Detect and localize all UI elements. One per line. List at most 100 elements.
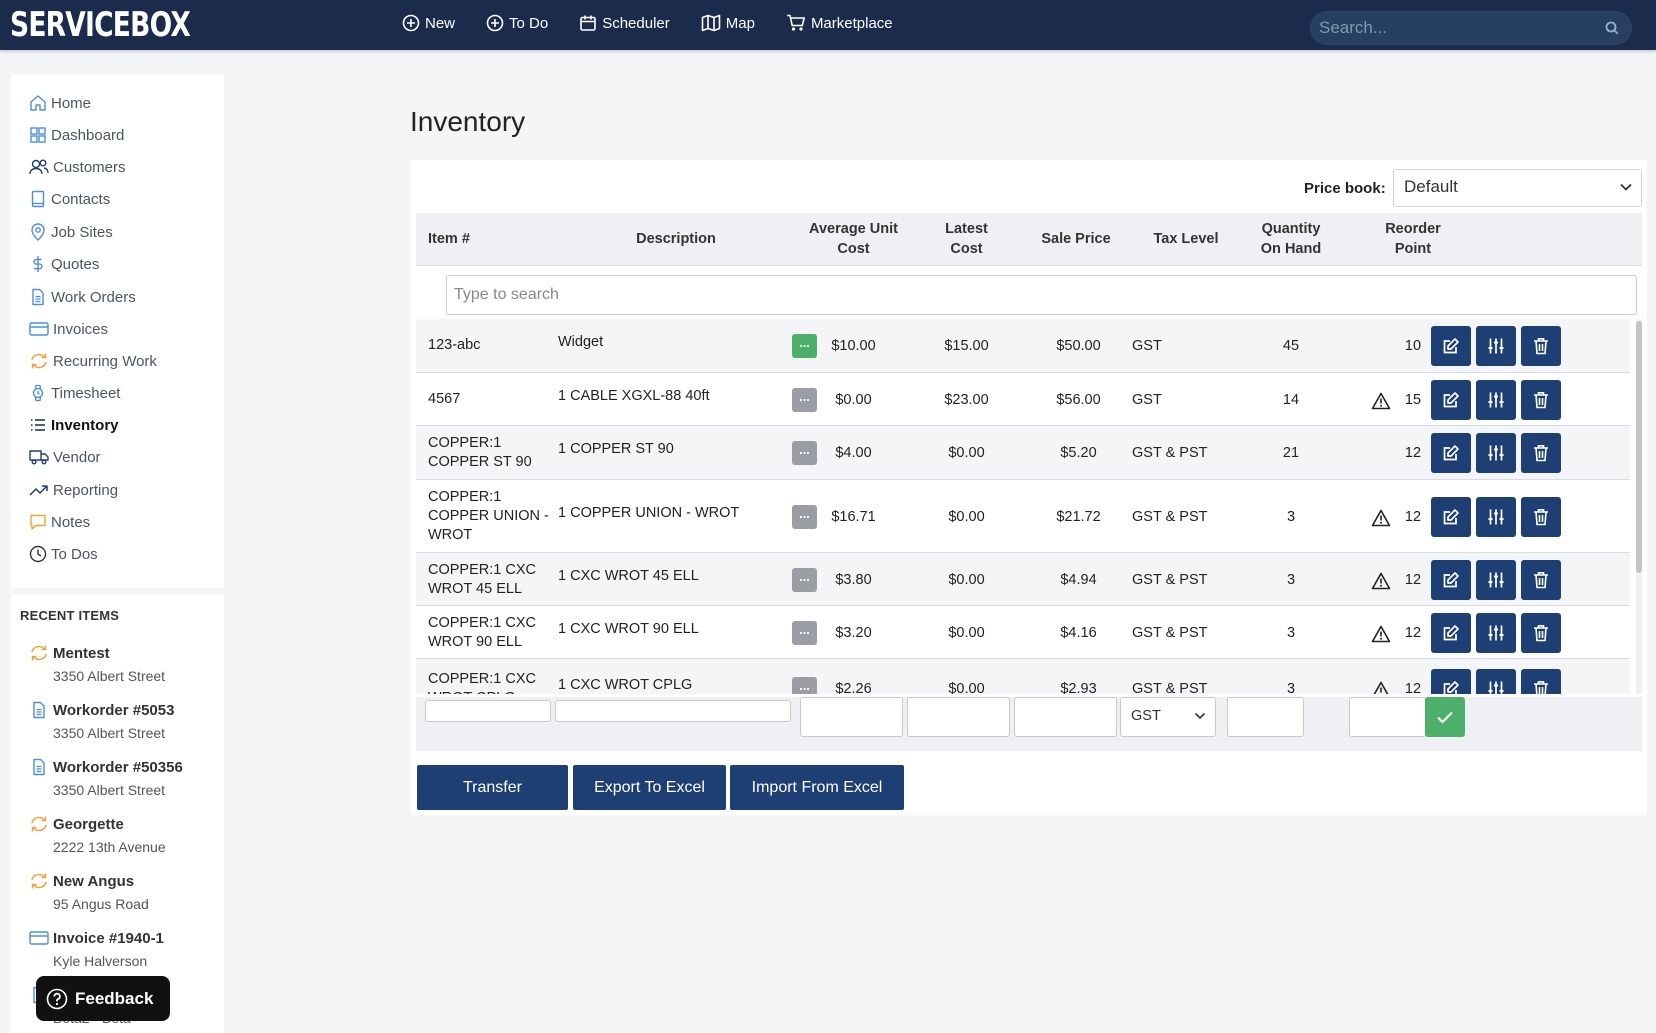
- nav-map[interactable]: Map: [701, 14, 755, 32]
- sidebar-item-to-dos[interactable]: To Dos: [29, 541, 98, 567]
- row-menu-button[interactable]: ...: [792, 388, 817, 412]
- trash-icon: [1534, 445, 1548, 462]
- sidebar-item-contacts[interactable]: Contacts: [29, 186, 110, 212]
- adjust-icon: [1488, 625, 1504, 641]
- row-menu-button[interactable]: ...: [792, 677, 817, 694]
- sidebar-item-quotes[interactable]: Quotes: [29, 251, 99, 277]
- sidebar-item-inventory[interactable]: Inventory: [29, 412, 119, 438]
- new-description-input[interactable]: [555, 700, 791, 722]
- cell-item-number: COPPER:1 CXC WROT 90 ELL: [428, 614, 536, 652]
- adjust-stock-button[interactable]: [1476, 613, 1516, 653]
- row-menu-button[interactable]: ...: [792, 334, 817, 358]
- sidebar-item-invoices[interactable]: Invoices: [29, 316, 108, 342]
- new-item-number-input[interactable]: [425, 700, 551, 722]
- table-row[interactable]: COPPER:1 COPPER ST 90 1 COPPER ST 90... $4.…: [416, 426, 1630, 480]
- import-from-excel-button[interactable]: Import From Excel: [730, 765, 904, 810]
- nav-scheduler[interactable]: Scheduler: [579, 14, 670, 32]
- delete-button[interactable]: [1521, 497, 1561, 537]
- new-latest-cost-input[interactable]: [907, 697, 1010, 737]
- recent-item[interactable]: Invoice #1940-1 Kyle Halverson: [28, 929, 218, 969]
- cell-reorder-point: 12: [1404, 509, 1422, 525]
- sidebar-item-vendor[interactable]: Vendor: [29, 444, 101, 470]
- cell-description: 1 CXC WROT CPLG: [558, 677, 693, 693]
- price-book-select[interactable]: Default: [1393, 169, 1642, 207]
- new-reorder-point-input[interactable]: [1349, 697, 1426, 737]
- dollar-icon: [33, 256, 43, 272]
- edit-button[interactable]: [1431, 560, 1471, 600]
- col-latest-cost[interactable]: Latest Cost: [919, 219, 1014, 259]
- table-scrollbar[interactable]: [1636, 319, 1642, 694]
- row-menu-button[interactable]: ...: [792, 621, 817, 645]
- cell-reorder-point: 12: [1404, 625, 1422, 641]
- table-row[interactable]: 4567 1 CABLE XGXL-88 40ft... $0.00 $23.00 $5…: [416, 373, 1630, 426]
- recent-item[interactable]: New Angus 95 Angus Road: [28, 872, 218, 912]
- nav-todo[interactable]: To Do: [486, 14, 548, 32]
- recent-item[interactable]: Georgette 2222 13th Avenue: [28, 815, 218, 855]
- new-tax-level-value: GST: [1131, 708, 1161, 724]
- edit-button[interactable]: [1431, 326, 1471, 366]
- sidebar-item-recurring-work[interactable]: Recurring Work: [29, 348, 157, 374]
- edit-button[interactable]: [1431, 613, 1471, 653]
- delete-button[interactable]: [1521, 326, 1561, 366]
- table-row[interactable]: COPPER:1 CXC WROT 90 ELL 1 CXC WROT 90 ELL…: [416, 606, 1630, 659]
- row-menu-button[interactable]: ...: [792, 441, 817, 465]
- row-menu-button[interactable]: ...: [792, 568, 817, 592]
- col-item[interactable]: Item #: [428, 231, 470, 247]
- edit-button[interactable]: [1431, 433, 1471, 473]
- adjust-stock-button[interactable]: [1476, 326, 1516, 366]
- delete-button[interactable]: [1521, 669, 1561, 694]
- edit-button[interactable]: [1431, 669, 1471, 694]
- delete-button[interactable]: [1521, 613, 1561, 653]
- recent-item[interactable]: Workorder #5053 3350 Albert Street: [28, 701, 218, 741]
- table-row[interactable]: COPPER:1 COPPER UNION - WROT 1 COPPER UNION…: [416, 480, 1630, 553]
- cell-average-unit-cost: $3.20: [835, 625, 872, 641]
- table-row[interactable]: 123-abc Widget... $10.00 $15.00 $50.00 GST 45 1…: [416, 319, 1630, 373]
- sidebar-item-home[interactable]: Home: [29, 90, 91, 116]
- edit-button[interactable]: [1431, 380, 1471, 420]
- col-average-unit-cost[interactable]: Average Unit Cost: [796, 219, 911, 259]
- cell-sale-price: $4.16: [1060, 625, 1097, 641]
- sidebar-item-reporting[interactable]: Reporting: [29, 477, 118, 503]
- sidebar-item-dashboard[interactable]: Dashboard: [29, 122, 124, 148]
- adjust-stock-button[interactable]: [1476, 380, 1516, 420]
- export-to-excel-button[interactable]: Export To Excel: [573, 765, 726, 810]
- adjust-stock-button[interactable]: [1476, 433, 1516, 473]
- table-row[interactable]: COPPER:1 CXC WROT CPLG 1 CXC WROT CPLG... $…: [416, 659, 1630, 694]
- servicebox-logo[interactable]: SERVICEBOX: [10, 5, 191, 45]
- sidebar-item-job-sites[interactable]: Job Sites: [29, 219, 113, 245]
- row-menu-button[interactable]: ...: [792, 505, 817, 529]
- table-search-input[interactable]: [446, 275, 1637, 315]
- sidebar-item-work-orders[interactable]: Work Orders: [29, 284, 136, 310]
- delete-button[interactable]: [1521, 433, 1561, 473]
- scrollbar-thumb[interactable]: [1636, 321, 1642, 573]
- new-average-cost-input[interactable]: [800, 697, 903, 737]
- adjust-stock-button[interactable]: [1476, 497, 1516, 537]
- delete-button[interactable]: [1521, 560, 1561, 600]
- col-quantity-on-hand[interactable]: Quantity On Hand: [1246, 219, 1336, 259]
- feedback-button[interactable]: Feedback: [36, 976, 170, 1021]
- edit-button[interactable]: [1431, 497, 1471, 537]
- col-tax-level[interactable]: Tax Level: [1153, 231, 1219, 247]
- add-item-button[interactable]: [1425, 697, 1465, 737]
- recent-item[interactable]: Mentest 3350 Albert Street: [28, 644, 218, 684]
- table-row[interactable]: COPPER:1 CXC WROT 45 ELL 1 CXC WROT 45 ELL…: [416, 553, 1630, 606]
- new-sale-price-input[interactable]: [1014, 697, 1117, 737]
- calendar-icon: [580, 15, 597, 31]
- col-description[interactable]: Description: [636, 231, 716, 247]
- new-quantity-input[interactable]: [1227, 697, 1304, 737]
- sidebar-item-timesheet[interactable]: Timesheet: [29, 380, 120, 406]
- search-input[interactable]: [1311, 12, 1591, 44]
- adjust-stock-button[interactable]: [1476, 560, 1516, 600]
- sidebar-item-notes[interactable]: Notes: [29, 509, 90, 535]
- nav-new[interactable]: New: [402, 14, 455, 32]
- transfer-button[interactable]: Transfer: [417, 765, 568, 810]
- nav-marketplace[interactable]: Marketplace: [786, 14, 893, 32]
- new-tax-level-select[interactable]: GST: [1120, 697, 1216, 737]
- recent-item[interactable]: Workorder #50356 3350 Albert Street: [28, 758, 218, 798]
- col-reorder-point[interactable]: Reorder Point: [1368, 219, 1458, 259]
- col-sale-price[interactable]: Sale Price: [1041, 231, 1111, 247]
- delete-button[interactable]: [1521, 380, 1561, 420]
- sidebar-item-customers[interactable]: Customers: [29, 154, 126, 180]
- search-icon[interactable]: [1605, 21, 1619, 35]
- adjust-stock-button[interactable]: [1476, 669, 1516, 694]
